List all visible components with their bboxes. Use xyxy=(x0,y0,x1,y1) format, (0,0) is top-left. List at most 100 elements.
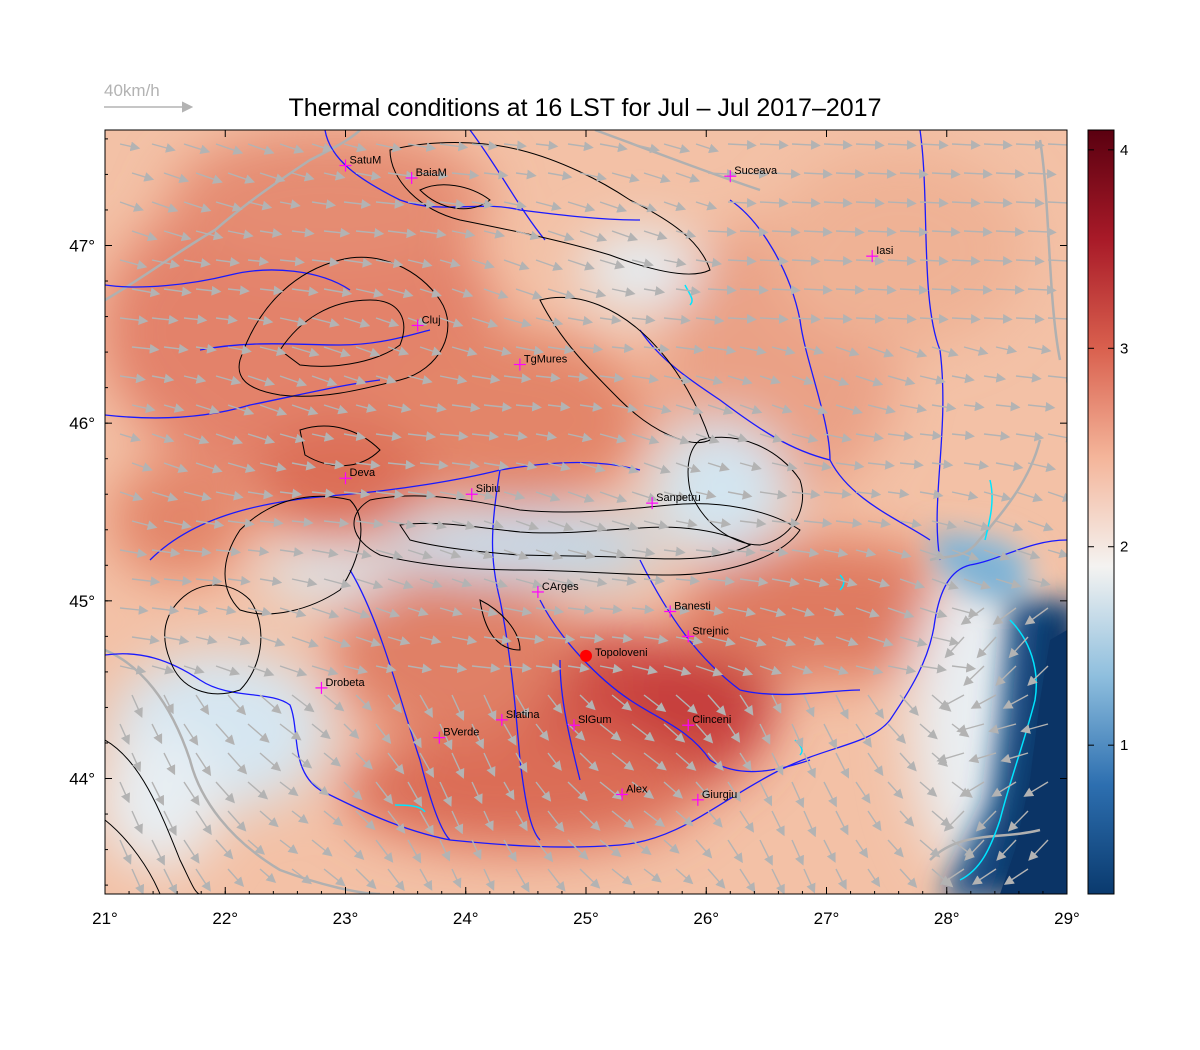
lat-tick-label: 46° xyxy=(69,414,95,433)
wind-arrow xyxy=(983,140,1013,150)
wind-arrow xyxy=(471,723,485,750)
wind-arrow xyxy=(727,256,757,266)
wind-arrow xyxy=(163,230,192,242)
wind-arrow xyxy=(183,258,211,268)
wind-arrow xyxy=(195,868,211,892)
wind-arrow xyxy=(215,201,243,212)
wind-arrow xyxy=(771,346,796,356)
wind-arrow xyxy=(643,575,666,586)
wind-arrow xyxy=(643,286,666,296)
wind-arrow xyxy=(311,781,330,796)
wind-arrow xyxy=(451,460,480,471)
wind-arrow xyxy=(311,432,335,442)
wind-arrow xyxy=(631,258,654,268)
wind-arrow xyxy=(855,488,882,499)
wind-arrow xyxy=(355,752,373,770)
wind-arrow xyxy=(599,781,623,800)
wind-arrow xyxy=(643,172,671,184)
wind-arrow xyxy=(963,285,993,295)
wind-arrow xyxy=(823,723,837,750)
wind-arrow xyxy=(855,665,884,676)
wind-arrow xyxy=(407,142,437,152)
wind-arrow xyxy=(643,868,662,883)
wind-arrow xyxy=(387,810,406,834)
wind-arrow xyxy=(956,723,985,734)
wind-arrow xyxy=(503,781,515,801)
wind-arrow xyxy=(707,285,737,295)
wind-arrow xyxy=(631,201,658,213)
wind-arrow xyxy=(535,431,558,441)
wind-arrow xyxy=(259,462,287,472)
wind-arrow xyxy=(535,781,552,802)
wind-arrow xyxy=(887,140,917,150)
wind-arrow xyxy=(887,488,910,499)
wind-arrow xyxy=(803,868,816,894)
wind-arrow xyxy=(631,143,660,154)
wind-arrow xyxy=(439,839,451,862)
lon-tick-label: 24° xyxy=(453,909,479,928)
wind-arrow xyxy=(867,752,884,777)
wind-arrow xyxy=(579,633,605,644)
wind-arrow xyxy=(323,227,351,238)
wind-arrow xyxy=(535,549,564,561)
wind-arrow xyxy=(675,344,704,355)
wind-arrow xyxy=(227,345,252,355)
wind-arrow xyxy=(1027,401,1056,412)
wind-arrow xyxy=(483,519,504,530)
wind-arrow xyxy=(503,373,532,384)
wind-arrow xyxy=(439,663,468,674)
wind-arrow xyxy=(791,489,821,500)
wind-arrow xyxy=(247,489,274,500)
wind-arrow xyxy=(163,635,190,645)
wind-arrow xyxy=(119,605,149,615)
wind-arrow xyxy=(227,575,251,586)
wind-arrow xyxy=(471,663,501,673)
wind-arrow xyxy=(259,285,284,296)
wind-arrow xyxy=(919,839,941,858)
wind-arrow xyxy=(663,546,686,557)
wind-arrow xyxy=(535,140,559,151)
thermal-field xyxy=(105,130,1067,894)
wind-arrow xyxy=(663,257,687,268)
wind-arrow xyxy=(643,694,667,713)
wind-arrow xyxy=(835,227,865,237)
wind-arrow xyxy=(675,286,701,296)
wind-arrow xyxy=(375,663,397,674)
colorbar-tick-label: 3 xyxy=(1120,340,1128,357)
wind-arrow xyxy=(707,636,736,647)
wind-arrow xyxy=(323,810,344,827)
wind-arrow xyxy=(803,169,833,179)
wind-arrow xyxy=(951,662,977,673)
wind-arrow xyxy=(215,143,244,155)
wind-arrow xyxy=(951,373,975,384)
wind-arrow xyxy=(515,578,543,589)
wind-arrow xyxy=(707,518,732,528)
wind-arrow xyxy=(739,810,755,833)
wind-arrow xyxy=(567,662,590,673)
wind-arrow xyxy=(931,636,960,647)
wind-arrow xyxy=(995,285,1025,295)
wind-arrow xyxy=(855,198,885,208)
wind-arrow xyxy=(1015,372,1042,383)
wind-arrow xyxy=(823,488,852,499)
wind-arrow xyxy=(227,462,256,473)
wind-arrow xyxy=(355,459,381,470)
wind-arrow xyxy=(535,372,561,383)
wind-arrow xyxy=(247,375,276,387)
wind-arrow xyxy=(739,752,752,772)
wind-arrow xyxy=(968,752,997,764)
wind-arrow xyxy=(247,256,270,267)
wind-arrow xyxy=(387,170,416,181)
wind-arrow xyxy=(311,257,340,267)
wind-arrow xyxy=(439,141,469,152)
wind-arrow xyxy=(643,404,672,415)
wind-arrow xyxy=(439,199,466,209)
wind-arrow xyxy=(471,431,500,441)
colorbar-ticks: 1 2 3 4 xyxy=(1088,142,1128,754)
wind-arrow xyxy=(599,604,623,615)
wind-arrow xyxy=(579,868,601,889)
wind-arrow xyxy=(919,140,949,150)
wind-arrow xyxy=(259,810,279,828)
wind-arrow xyxy=(695,257,723,268)
wind-arrow xyxy=(695,723,714,744)
